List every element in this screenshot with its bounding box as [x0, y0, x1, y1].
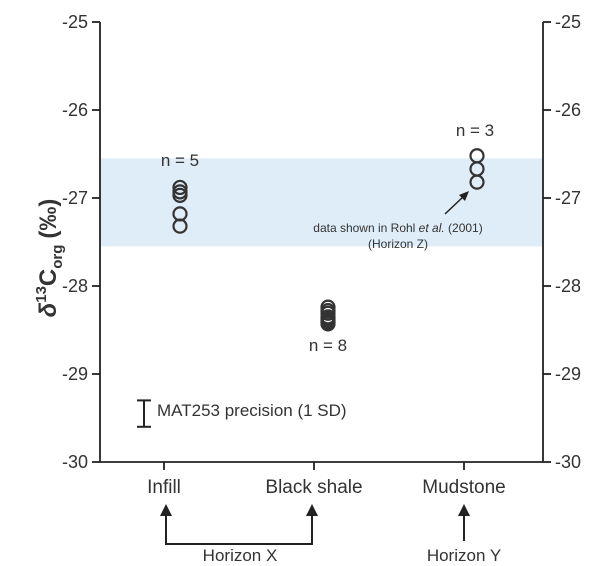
- rohl-annotation-line2: (Horizon Z): [368, 237, 428, 251]
- right-y-tick-label: -26: [555, 100, 581, 120]
- left-y-tick-label: -28: [62, 276, 88, 296]
- left-y-tick-label: -27: [62, 188, 88, 208]
- category-label-black-shale: Black shale: [265, 477, 362, 498]
- right-y-tick-label: -30: [555, 452, 581, 472]
- horizon-x-arrow-left: [160, 504, 172, 516]
- annotation-arrow: [444, 191, 469, 215]
- data-point-black-shale: [320, 316, 336, 332]
- right-y-tick-label: -29: [555, 364, 581, 384]
- data-point-infill: [172, 218, 188, 234]
- count-label-mudstone: n = 3: [456, 121, 494, 140]
- data-points: [172, 148, 485, 332]
- left-y-ticks: -25 -26 -27 -28 -29 -30: [62, 12, 100, 472]
- x-ticks: [163, 462, 465, 470]
- data-point-mudstone: [469, 174, 485, 190]
- category-label-infill: Infill: [147, 477, 181, 498]
- rohl-data-band: [100, 158, 543, 247]
- left-y-tick-label: -25: [62, 12, 88, 32]
- right-y-tick-label: -25: [555, 12, 581, 32]
- horizon-x-arrow-right: [306, 504, 318, 516]
- precision-label: MAT253 precision (1 SD): [157, 401, 347, 420]
- left-y-tick-label: -29: [62, 364, 88, 384]
- horizon-y-label: Horizon Y: [427, 546, 501, 565]
- right-y-ticks: -25 -26 -27 -28 -29 -30: [543, 12, 581, 472]
- data-point-infill: [172, 179, 188, 196]
- horizon-x-bracket: [165, 514, 313, 545]
- right-y-tick-label: -28: [555, 276, 581, 296]
- count-label-black-shale: n = 8: [309, 336, 347, 355]
- category-label-mudstone: Mudstone: [422, 477, 505, 498]
- horizon-y-arrow-head: [458, 504, 470, 516]
- data-point-infill: [172, 187, 188, 203]
- precision-error-bar: [137, 399, 151, 428]
- horizon-x-label: Horizon X: [203, 546, 278, 565]
- left-y-tick-label: -30: [62, 452, 88, 472]
- rohl-annotation-line1: data shown in Rohl et al. (2001): [313, 221, 482, 235]
- left-y-tick-label: -26: [62, 100, 88, 120]
- count-label-infill: n = 5: [161, 151, 199, 170]
- right-y-tick-label: -27: [555, 188, 581, 208]
- y-axis-label: δ13Corg(‰): [33, 199, 66, 318]
- plot-frame: [99, 22, 544, 463]
